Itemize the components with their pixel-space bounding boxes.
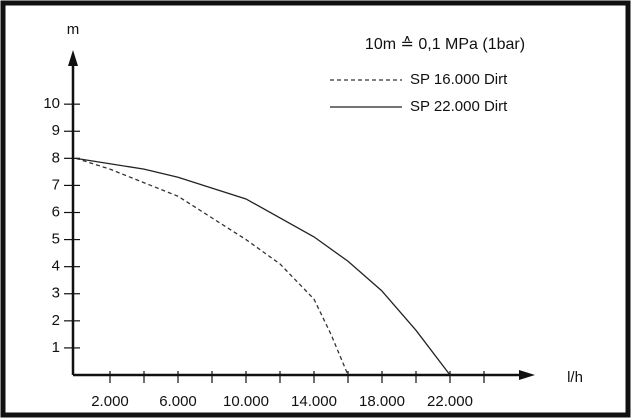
x-tick-label: 18.000 [359,393,405,410]
series-line [75,157,349,376]
series-line [75,157,451,376]
legend-label: SP 22.000 Dirt [410,98,508,115]
y-axis-arrow [68,50,78,66]
x-axis-arrow [519,370,535,380]
y-tick-label: 6 [52,203,60,220]
x-axis-label: l/h [567,369,583,386]
y-tick-label: 8 [52,149,60,166]
x-tick-label: 22.000 [427,393,473,410]
y-tick-label: 9 [52,122,60,139]
y-tick-label: 7 [52,176,60,193]
x-tick-label: 10.000 [223,393,269,410]
y-tick-label: 3 [52,285,60,302]
y-tick-label: 2 [52,312,60,329]
legend-label: SP 16.000 Dirt [410,71,508,88]
x-tick-label: 14.000 [291,393,337,410]
y-tick-label: 5 [52,231,60,248]
x-tick-label: 2.000 [91,393,129,410]
y-axis-label: m [67,21,80,38]
y-tick-label: 10 [43,95,60,112]
x-tick-label: 6.000 [159,393,197,410]
y-tick-label: 4 [52,258,60,275]
y-tick-label: 1 [52,339,60,356]
annotation: 10m ≙ 0,1 MPa (1bar) [365,36,525,53]
